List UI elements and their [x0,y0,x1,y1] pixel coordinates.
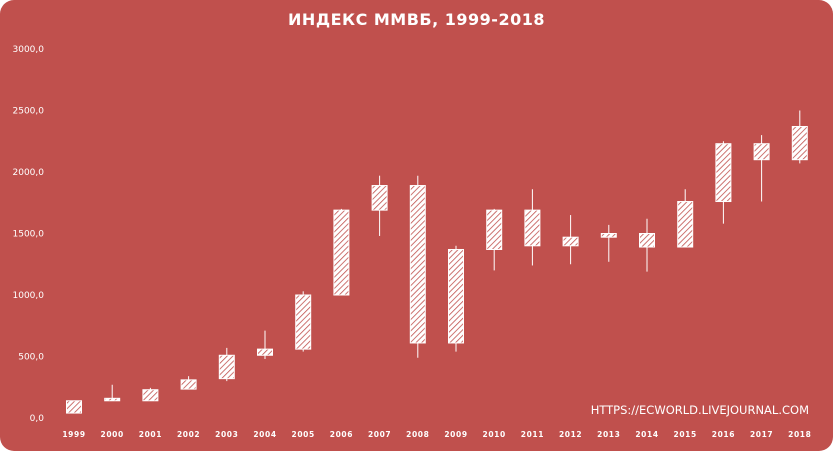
candle-2012 [562,215,579,265]
x-tick-label: 2001 [139,430,162,439]
x-axis: 1999 2000 2001 2002 2003 2004 2005 2006 2007 2008… [62,430,811,439]
y-tick-label: 2000,0 [13,168,45,178]
candle-2008 [409,175,426,358]
candle-body [486,209,503,250]
y-tick-label: 500,0 [18,353,44,363]
candle-body [639,233,655,248]
candle-2001 [142,387,159,402]
x-tick-label: 2018 [788,430,811,439]
candle-body [104,397,121,402]
candle-body [66,400,82,414]
candle-2011 [524,189,541,266]
candle-2000 [104,384,121,402]
y-tick-label: 1000,0 [13,291,45,301]
x-tick-label: 2009 [444,430,467,439]
candle-body [753,143,770,161]
x-tick-label: 2010 [483,430,506,439]
y-axis: 0,0 500,0 1000,0 1500,0 2000,0 2500,0 3000,0 [13,45,45,424]
candle-body [448,248,464,344]
y-tick-label: 2500,0 [13,107,45,117]
candle-2010 [486,208,503,271]
candle-2009 [448,245,464,352]
candle-2007 [371,175,388,236]
candle-2018 [791,110,808,164]
candle-body [257,348,273,356]
candle-2017 [753,135,770,202]
candle-body [295,294,312,350]
x-tick-label: 2017 [750,430,773,439]
candle-body [218,354,235,380]
candle-2003 [218,347,235,382]
candle-2004 [257,330,273,359]
candle-body [524,209,541,247]
x-tick-label: 2016 [712,430,735,439]
candle-2013 [600,224,617,262]
candles [66,110,808,414]
candle-body [562,236,579,247]
candle-body [142,389,159,402]
candle-body [677,201,694,248]
x-tick-label: 2007 [368,430,391,439]
y-tick-label: 3000,0 [13,45,45,55]
x-tick-label: 2011 [521,430,544,439]
candle-body [791,125,808,161]
x-tick-label: 2005 [292,430,315,439]
x-tick-label: 2015 [674,430,697,439]
candle-2016 [715,141,732,224]
chart-title: ИНДЕКС ММВБ, 1999-2018 [288,10,545,29]
x-tick-label: 1999 [62,430,85,439]
candle-2005 [295,291,312,352]
candle-2014 [639,218,655,272]
candle-1999 [66,400,82,414]
x-tick-label: 2014 [635,430,658,439]
x-tick-label: 2013 [597,430,620,439]
candle-body [371,185,388,211]
y-tick-label: 1500,0 [13,230,45,240]
x-tick-label: 2008 [406,430,429,439]
watermark-url: HTTPS://ECWORLD.LIVEJOURNAL.COM [590,403,809,417]
candle-2006 [333,208,350,296]
x-tick-label: 2002 [177,430,200,439]
candle-body [409,185,426,344]
candle-body [333,209,350,296]
x-tick-label: 2012 [559,430,582,439]
candle-body [715,143,732,203]
x-tick-label: 2000 [101,430,124,439]
candle-body [180,379,197,390]
candle-body [600,233,617,238]
x-tick-label: 2004 [253,430,276,439]
y-tick-label: 0,0 [30,414,45,424]
x-tick-label: 2003 [215,430,238,439]
candle-2015 [677,189,694,248]
x-tick-label: 2006 [330,430,353,439]
candle-2002 [180,376,197,390]
